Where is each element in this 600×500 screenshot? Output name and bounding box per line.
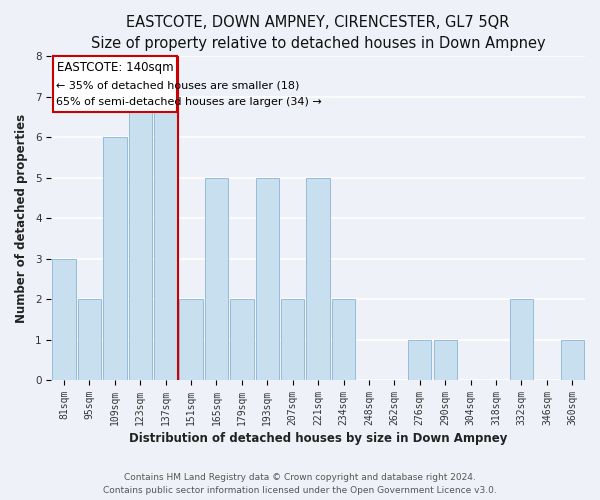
Bar [179,299,203,380]
Text: ← 35% of detached houses are smaller (18): ← 35% of detached houses are smaller (18… [56,80,300,90]
Bar [52,258,76,380]
Bar [78,299,101,380]
Title: EASTCOTE, DOWN AMPNEY, CIRENCESTER, GL7 5QR
Size of property relative to detache: EASTCOTE, DOWN AMPNEY, CIRENCESTER, GL7 … [91,15,545,51]
Bar [560,340,584,380]
Y-axis label: Number of detached properties: Number of detached properties [15,114,28,323]
Bar [408,340,431,380]
FancyBboxPatch shape [53,56,177,112]
Bar [281,299,304,380]
Bar [256,178,279,380]
Bar [434,340,457,380]
Bar [332,299,355,380]
Text: 65% of semi-detached houses are larger (34) →: 65% of semi-detached houses are larger (… [56,96,322,106]
X-axis label: Distribution of detached houses by size in Down Ampney: Distribution of detached houses by size … [129,432,508,445]
Bar [205,178,228,380]
Text: Contains HM Land Registry data © Crown copyright and database right 2024.
Contai: Contains HM Land Registry data © Crown c… [103,474,497,495]
Bar [128,97,152,380]
Bar [230,299,254,380]
Text: EASTCOTE: 140sqm: EASTCOTE: 140sqm [56,61,173,74]
Bar [154,97,178,380]
Bar [510,299,533,380]
Bar [307,178,330,380]
Bar [103,138,127,380]
